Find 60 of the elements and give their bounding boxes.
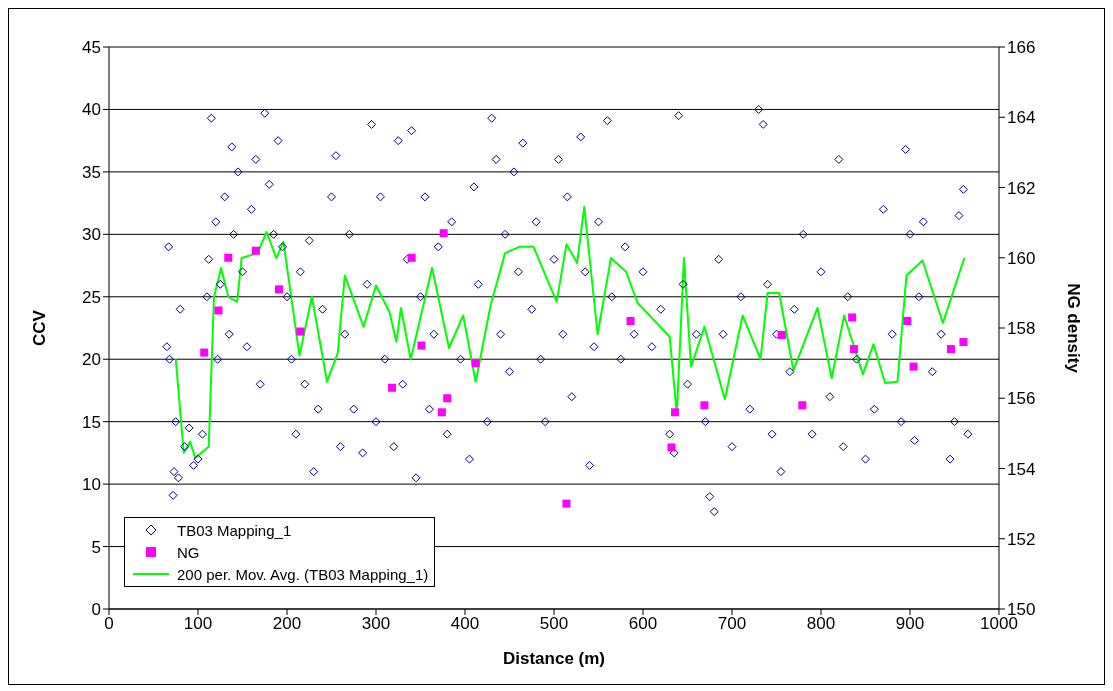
- x-tick-label: 700: [717, 614, 747, 634]
- x-tick-label: 800: [806, 614, 836, 634]
- point: [471, 359, 480, 368]
- x-tick-label: 100: [183, 614, 213, 634]
- point: [251, 246, 260, 255]
- y2-tick-label: 162: [1007, 178, 1036, 198]
- y2-tick-label: 158: [1007, 319, 1036, 339]
- x-tick-label: 0: [104, 614, 114, 634]
- point: [200, 348, 209, 357]
- y-tick-label: 15: [82, 412, 101, 432]
- point: [959, 338, 968, 347]
- y-tick-label: 10: [82, 475, 101, 495]
- point: [224, 253, 233, 262]
- y-tick-label: 5: [91, 537, 101, 557]
- y2-axis-title: NG density: [1063, 283, 1083, 374]
- y2-tick-label: 160: [1007, 248, 1036, 268]
- x-tick-label: 900: [895, 614, 925, 634]
- y-tick-label: 20: [82, 350, 101, 370]
- point: [909, 362, 918, 371]
- y-tick-label: 40: [82, 100, 101, 120]
- point: [388, 383, 397, 392]
- point: [274, 285, 283, 294]
- point: [562, 499, 571, 508]
- point: [417, 341, 426, 350]
- y-tick-label: 35: [82, 162, 101, 182]
- point: [626, 316, 635, 325]
- y-axis-title: CCV: [30, 309, 50, 346]
- y-tick-label: 30: [82, 225, 101, 245]
- y2-tick-label: 154: [1007, 459, 1036, 479]
- point: [407, 253, 416, 262]
- x-axis-title: Distance (m): [502, 649, 606, 668]
- point: [667, 443, 676, 452]
- y-tick-label: 25: [82, 287, 101, 307]
- legend-label: 200 per. Mov. Avg. (TB03 Mapping_1): [177, 565, 429, 583]
- point: [671, 408, 680, 417]
- point: [848, 313, 857, 322]
- point: [946, 345, 955, 354]
- legend-label: NG: [177, 543, 200, 561]
- y2-tick-label: 164: [1007, 108, 1036, 128]
- y2-tick-label: 166: [1007, 38, 1036, 58]
- point: [700, 401, 709, 410]
- legend-label: TB03 Mapping_1: [177, 521, 292, 539]
- point: [296, 327, 305, 336]
- point: [798, 401, 807, 410]
- point: [849, 345, 858, 354]
- x-tick-label: 200: [272, 614, 302, 634]
- y-tick-label: 0: [91, 600, 101, 620]
- y-tick-label: 45: [82, 38, 101, 58]
- x-tick-label: 600: [628, 614, 658, 634]
- x-tick-label: 300: [361, 614, 391, 634]
- point: [443, 394, 452, 403]
- point: [214, 306, 223, 315]
- x-tick-label: 400: [450, 614, 480, 634]
- x-tick-label: 500: [539, 614, 569, 634]
- y2-tick-label: 156: [1007, 389, 1036, 409]
- point: [439, 229, 448, 238]
- point: [903, 316, 912, 325]
- y2-tick-label: 152: [1007, 529, 1036, 549]
- point: [777, 331, 786, 340]
- point: [437, 408, 446, 417]
